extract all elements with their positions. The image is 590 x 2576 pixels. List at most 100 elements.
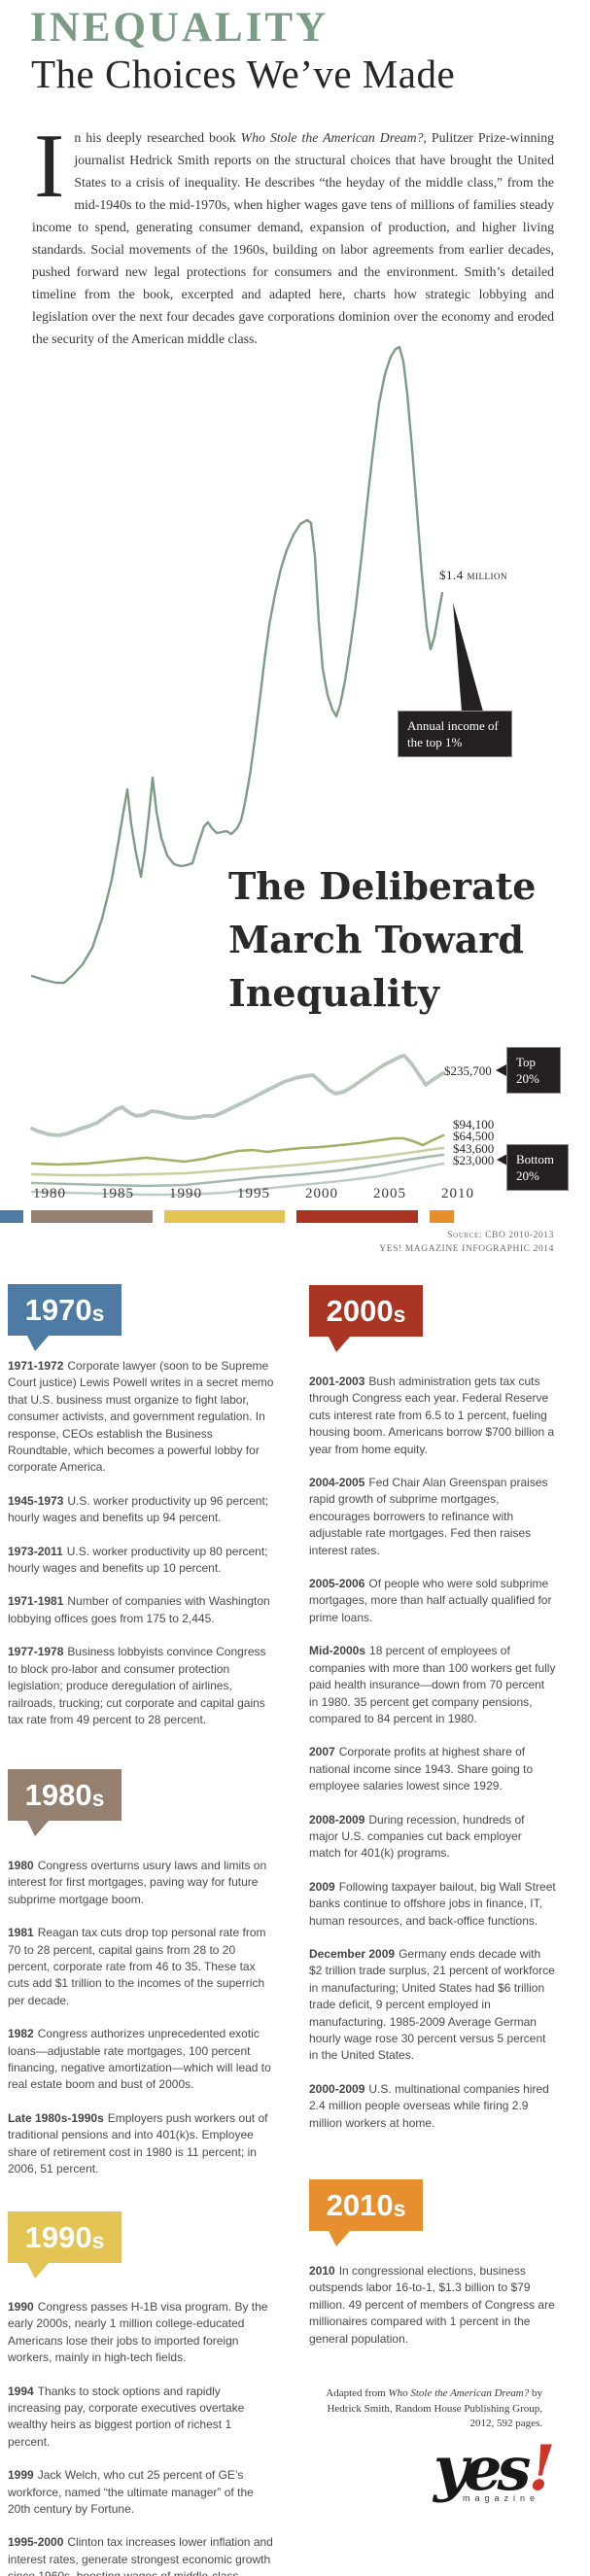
item-year: 1971-1972	[8, 1359, 64, 1373]
timeline-1970s-items: 1971-1972 Corporate lawyer (soon to be Su…	[8, 1358, 276, 1745]
intro-book-title: Who Stole the American Dream?	[240, 130, 424, 145]
chart2-top20-box: Top 20%	[506, 1047, 561, 1094]
timeline-item: 2001-2003 Bush administration gets tax cu…	[309, 1374, 556, 1458]
item-year: 1945-1973	[8, 1493, 64, 1508]
decade-header-tail	[27, 2263, 49, 2279]
item-text: Number of companies with Washington lobb…	[8, 1594, 270, 1625]
item-year: 2005-2006	[309, 1577, 365, 1591]
item-text: Congress passes H-1B visa program. By th…	[8, 2300, 268, 2365]
item-year: December 2009	[309, 1946, 396, 1961]
item-year: 1980	[8, 1859, 34, 1872]
item-year: 1971-1981	[8, 1594, 64, 1609]
timeline-item: 1995-2000 Clinton tax increases lower inf…	[8, 2534, 276, 2576]
decade-header-1970s: 1970 s	[8, 1284, 121, 1351]
x-tick-2010: 2010	[441, 1186, 474, 1201]
decade-header-2010s: 2010 s	[309, 2179, 423, 2246]
timeline-item: 2007 Corporate profits at highest share o…	[309, 1744, 556, 1794]
x-tick-2000: 2000	[305, 1186, 338, 1201]
item-year: 2004-2005	[309, 1476, 365, 1490]
credit-book-title: Who Stole the American Dream?	[388, 2387, 530, 2399]
decade-header-1990s: 1990 s	[8, 2211, 121, 2279]
decade-header-tail	[329, 2231, 350, 2246]
item-text: U.S. worker productivity up 96 percent; …	[8, 1493, 269, 1525]
item-text: Reagan tax cuts drop top personal rate f…	[8, 1926, 266, 2007]
item-text: Congress authorizes unprecedented exotic…	[8, 2027, 271, 2092]
chart2-bottom20-box: Bottom 20%	[506, 1144, 569, 1191]
decade-label: 2010	[326, 2187, 394, 2222]
timeline-1990s-items: 1990 Congress passes H-1B visa program. B…	[8, 2299, 276, 2576]
timeline-item: 1981 Reagan tax cuts drop top personal ra…	[8, 1925, 276, 2009]
decade-header-2000s: 2000 s	[309, 1285, 423, 1352]
item-year: 1973-2011	[8, 1544, 63, 1558]
drop-cap: I	[34, 116, 65, 217]
timeline-item: 1990 Congress passes H-1B visa program. B…	[8, 2299, 276, 2367]
timeline-item: 1973-2011 U.S. worker productivity up 80 …	[8, 1544, 276, 1578]
chart2-value-bottom: $23,000	[453, 1153, 495, 1167]
decade-suffix: s	[91, 2227, 105, 2253]
quintile-fourth-line	[30, 1133, 445, 1166]
timeline-2010s-items: 2010 In congressional elections, business…	[309, 2263, 556, 2364]
decade-suffix: s	[91, 1785, 105, 1811]
timeline-item: 1980 Congress overturns usury laws and li…	[8, 1858, 276, 1908]
x-tick-1985: 1985	[101, 1186, 134, 1201]
timeline-1980s-items: 1980 Congress overturns usury laws and li…	[8, 1858, 276, 2195]
timeline-item: December 2009 Germany ends decade with $2…	[309, 1946, 556, 2065]
quintile-middle-line	[30, 1146, 445, 1177]
source-line2: YES! MAGAZINE INFOGRAPHIC 2014	[379, 1244, 554, 1254]
item-text: Clinton tax increases lower inflation an…	[8, 2535, 273, 2576]
top20-chevron	[496, 1064, 506, 1076]
timeline-item: 1971-1981 Number of companies with Washin…	[8, 1593, 276, 1627]
section-heading: The Deliberate March Toward Inequality	[228, 859, 536, 1020]
item-text: U.S. worker productivity up 80 percent; …	[8, 1544, 268, 1576]
x-tick-1990: 1990	[169, 1186, 202, 1201]
item-text: Corporate profits at highest share of na…	[309, 1745, 534, 1793]
timeline-item: Late 1980s-1990s Employers push workers o…	[8, 2110, 276, 2178]
timeline-item: 2005-2006 Of people who were sold subprim…	[309, 1576, 556, 1626]
item-year: 1990	[8, 2300, 34, 2314]
timeline-item: 2004-2005 Fed Chair Alan Greenspan praise…	[309, 1475, 556, 1559]
item-text: Congress overturns usury laws and limits…	[8, 1859, 267, 1906]
decade-label: 1970	[24, 1292, 92, 1327]
item-year: 1994	[8, 2384, 34, 2398]
decade-header-tail	[27, 1821, 49, 1836]
item-text: During recession, hundreds of major U.S.…	[309, 1812, 525, 1861]
item-year: 2008-2009	[309, 1812, 365, 1827]
logo-exclamation: !	[528, 2432, 556, 2505]
item-year: 1981	[8, 1926, 34, 1940]
item-year: Mid-2000s	[309, 1644, 366, 1658]
decade-suffix: s	[91, 1300, 105, 1326]
yes-magazine-logo: yes! magazine	[434, 2432, 556, 2505]
timeline-item: 2009 Following taxpayer bailout, big Wall…	[309, 1879, 556, 1930]
item-text: Of people who were sold subprime mortgag…	[309, 1577, 552, 1624]
item-text: In congressional elections, business out…	[309, 2264, 555, 2346]
item-year: 1995-2000	[8, 2535, 64, 2550]
quintile-top20-line	[30, 1054, 445, 1137]
decade-bar-segment-1990s	[164, 1210, 285, 1223]
callout-pointer	[453, 603, 483, 712]
decade-header-tail	[27, 1336, 49, 1351]
decade-header-box: 2000 s	[309, 1285, 423, 1337]
item-text: Thanks to stock options and rapidly incr…	[8, 2384, 245, 2449]
timeline-item: 2010 In congressional elections, business…	[309, 2263, 556, 2348]
timeline-item: Mid-2000s 18 percent of employees of comp…	[309, 1643, 556, 1727]
source-note: Source: CBO 2010-2013 YES! MAGAZINE INFO…	[379, 1229, 554, 1256]
decade-label: 1980	[24, 1777, 92, 1812]
intro-text-before: n his deeply researched book	[74, 130, 241, 145]
item-year: Late 1980s-1990s	[8, 2110, 104, 2125]
item-text: Jack Welch, who cut 25 percent of GE’s w…	[8, 2468, 254, 2517]
item-text: Employers push workers out of traditiona…	[8, 2110, 268, 2176]
decade-header-box: 1990 s	[8, 2211, 121, 2263]
decade-header-tail	[329, 1337, 350, 1352]
item-year: 2010	[309, 2264, 335, 2278]
item-year: 2001-2003	[309, 1375, 365, 1388]
x-tick-2005: 2005	[373, 1186, 406, 1201]
quintile-second-line	[30, 1153, 445, 1188]
item-year: 1982	[8, 2027, 34, 2041]
chart2-value-middle: $64,500	[453, 1129, 495, 1143]
chart1-endpoint-label: $1.4 million	[439, 568, 507, 582]
timeline-item: 1971-1972 Corporate lawyer (soon to be Su…	[8, 1358, 276, 1477]
item-text: Corporate lawyer (soon to be Supreme Cou…	[8, 1359, 274, 1475]
credit-suffix: by Hedrick Smith, Random House Publishin…	[327, 2387, 542, 2429]
